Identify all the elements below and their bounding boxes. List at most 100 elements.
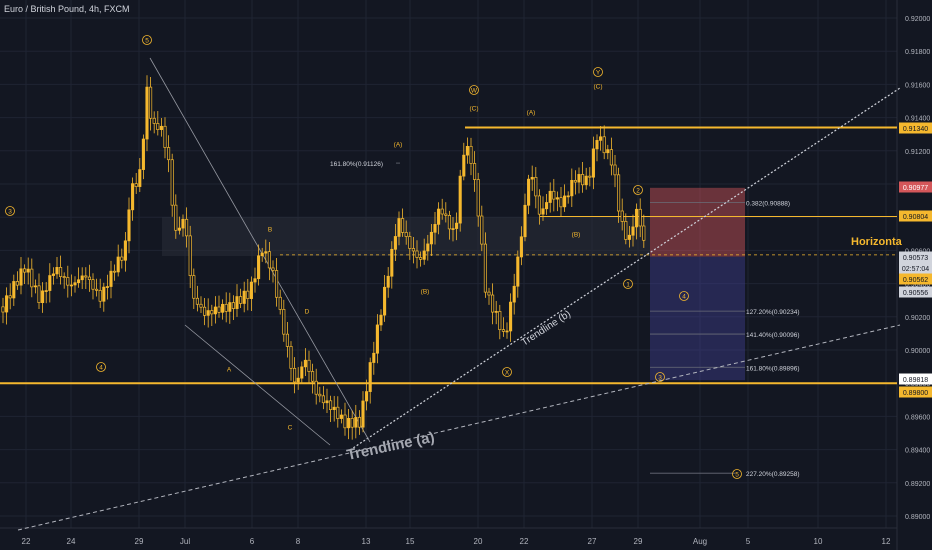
x-tick-label: 22 (520, 537, 529, 546)
wave-label-circle (732, 469, 742, 479)
price-badge-label: 0.90562 (903, 277, 928, 284)
candle-body (62, 276, 66, 278)
candle-body (217, 306, 221, 313)
candle-body (37, 285, 41, 304)
candle-body (239, 296, 243, 304)
candle-body (329, 400, 333, 410)
candle-body (19, 268, 23, 286)
candle-body (404, 232, 408, 237)
price-badge (899, 373, 932, 385)
x-tick-label: Jul (180, 537, 190, 546)
stop-loss-zone (650, 187, 745, 257)
candle-body (213, 306, 217, 315)
candle-body (577, 174, 581, 183)
candle-body (609, 149, 613, 166)
wave-label: B (268, 227, 272, 234)
x-tick-label: 20 (474, 537, 483, 546)
candle-body (494, 311, 498, 313)
candle-body (123, 240, 127, 261)
candle-body (336, 406, 340, 419)
candle-body (527, 178, 531, 206)
candle-body (368, 362, 372, 392)
x-tick-label: 6 (250, 537, 255, 546)
candle-body (80, 275, 84, 281)
candle-body (1, 306, 5, 313)
wave-label: 3 (658, 375, 662, 382)
candle-body (235, 296, 239, 309)
candle-body (581, 174, 585, 186)
candle-body (303, 359, 307, 368)
candle-body (627, 234, 631, 240)
candle-body (339, 414, 343, 419)
y-tick-label: 0.92000 (905, 16, 930, 23)
wave-label-circle (96, 362, 106, 372)
wave-label-circle (502, 367, 512, 377)
wave-label: 1 (626, 282, 630, 289)
candle-body (379, 314, 383, 326)
candle-body (102, 286, 106, 302)
candle-body (41, 290, 45, 304)
candle-body (51, 273, 55, 276)
candle-body (185, 218, 189, 237)
price-badge (899, 210, 932, 222)
candle-body (332, 406, 336, 410)
wave-label-circle (679, 291, 689, 301)
candle-body (537, 195, 541, 215)
fib-level-label: 161.80%(0.91126) (330, 161, 383, 168)
candle-body (5, 295, 9, 313)
candle-body (498, 311, 502, 331)
candle-body (458, 175, 462, 224)
candle-body (267, 251, 271, 269)
y-tick-label: 0.91800 (905, 49, 930, 56)
candle-body (440, 208, 444, 215)
candle-body (545, 202, 549, 210)
candle-body (483, 243, 487, 293)
candle-body (426, 243, 430, 252)
candle-body (429, 231, 433, 245)
chart-title: Euro / British Pound, 4h, FXCM (4, 4, 130, 14)
candle-body (260, 252, 264, 257)
y-tick-label: 0.89200 (905, 481, 930, 488)
candle-body (73, 282, 77, 286)
candle-body (552, 190, 556, 200)
price-badge (899, 181, 932, 193)
candle-body (401, 218, 405, 233)
candle-body (566, 195, 570, 198)
price-badge (899, 262, 932, 274)
candle-body (181, 218, 185, 229)
candle-body (350, 417, 354, 428)
wave-label: (A) (394, 142, 403, 149)
candle-body (372, 352, 376, 363)
candle-body (91, 279, 95, 290)
candle-body (465, 146, 469, 156)
candle-body (253, 278, 257, 283)
candle-body (559, 197, 563, 208)
wave-label: 2 (636, 188, 640, 195)
fib-level-label: 161.80%(0.89896) (746, 365, 800, 372)
wave-channel-line (184, 324, 331, 446)
candle-body (599, 136, 603, 141)
trendline-b (349, 87, 901, 451)
wave-label-circle (142, 35, 152, 45)
x-tick-label: 13 (362, 537, 371, 546)
candle-body (134, 183, 138, 187)
candle-body (408, 236, 412, 249)
candle-body (347, 417, 351, 429)
price-badge-label: 0.90556 (903, 290, 928, 297)
candle-body (282, 309, 286, 335)
candle-body (501, 329, 505, 332)
x-tick-label: 12 (882, 537, 891, 546)
candle-body (59, 267, 63, 277)
wave-label: 5 (735, 472, 739, 479)
candle-body (617, 174, 621, 212)
x-tick-label: 15 (406, 537, 415, 546)
price-badge-label: 02:57:04 (902, 266, 929, 273)
candle-body (188, 235, 192, 276)
candle-body (87, 276, 91, 280)
candle-body (437, 208, 441, 225)
candle-body (386, 275, 390, 288)
candle-body (588, 175, 592, 178)
candle-body (44, 290, 48, 292)
wave-label: W (471, 88, 478, 95)
